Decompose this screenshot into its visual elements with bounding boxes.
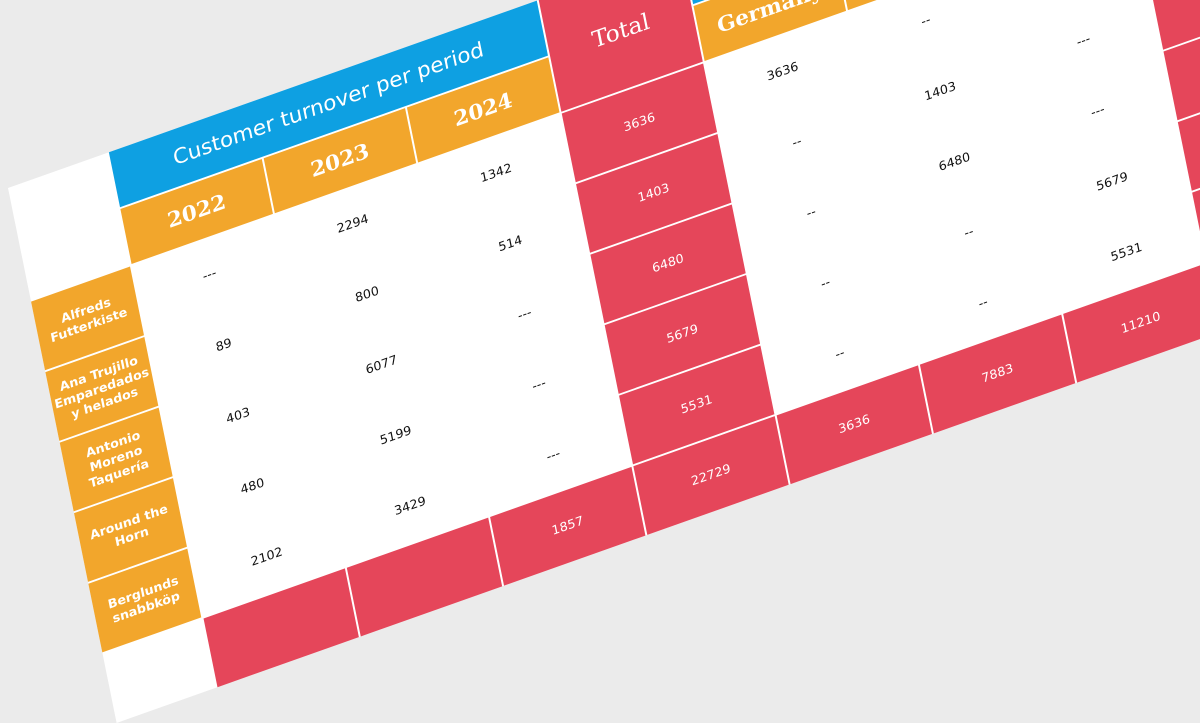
pivot-grid: Customer turnover per periodTotalCustome… xyxy=(8,0,1200,723)
